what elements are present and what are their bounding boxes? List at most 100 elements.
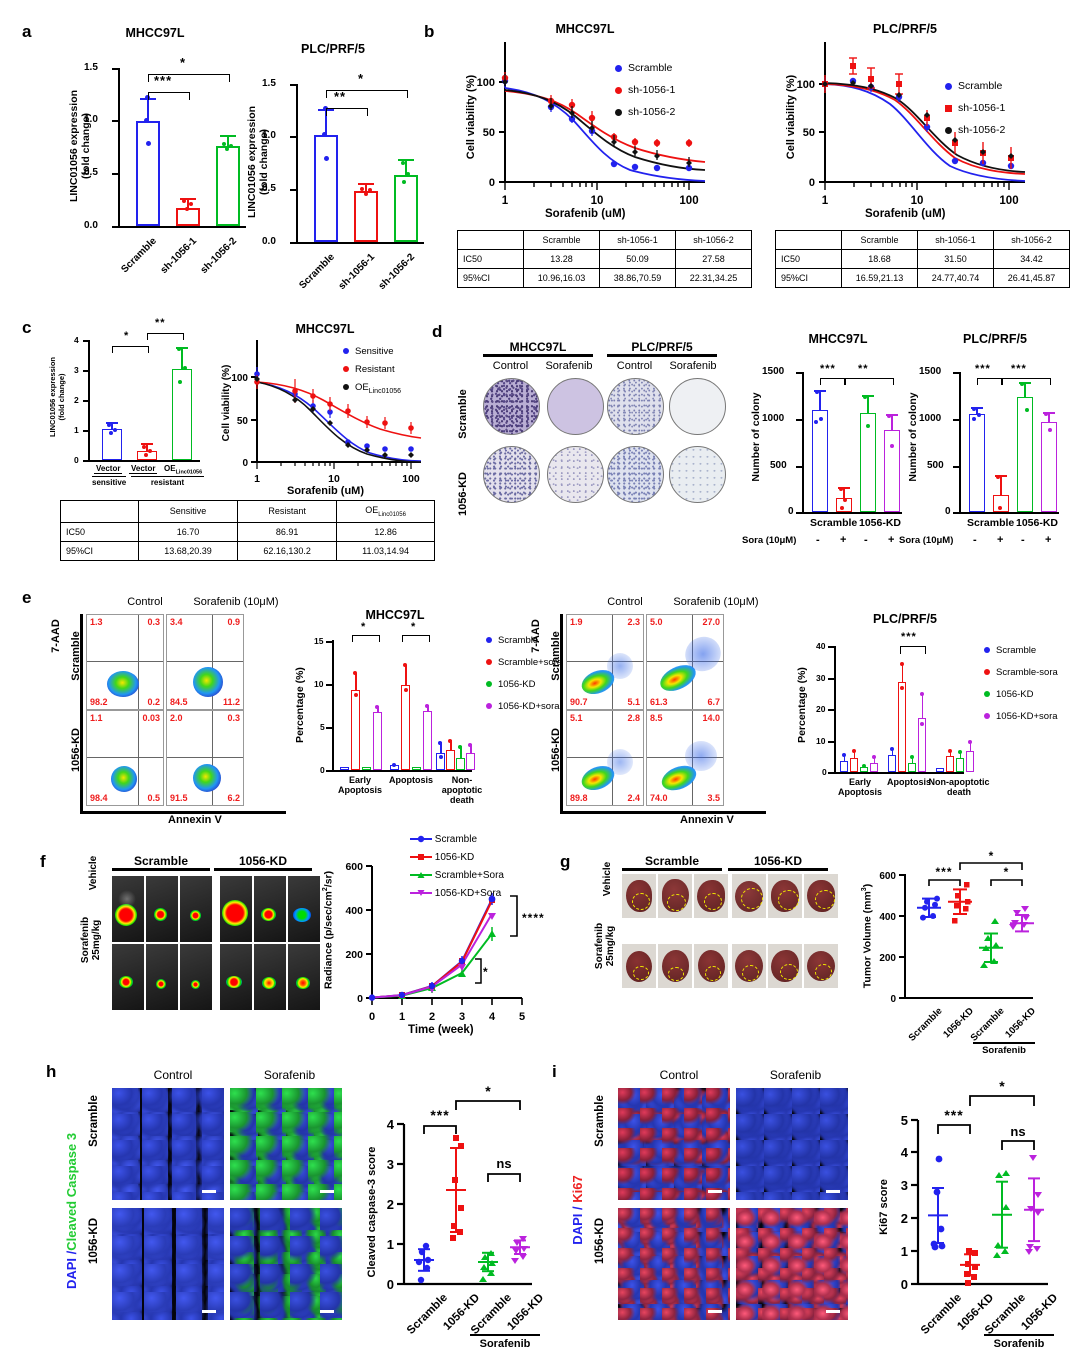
svg-text:3: 3 [387, 1157, 394, 1172]
panel-i-images: Control Sorafenib DAPI / Ki67 Scramble 1… [566, 1068, 866, 1353]
sig-label: * [180, 55, 187, 70]
legend-marker-icon [410, 872, 432, 879]
ki67-label: Ki67 [570, 1175, 585, 1203]
row-header: 1056-KD [88, 1217, 100, 1265]
panel-c-curve-chart: MHCC97L Cell viability (%) 0 50 100 1 10… [215, 322, 445, 507]
col-header: Control [616, 360, 653, 372]
sig-label: ** [155, 317, 166, 329]
legend-marker-icon [486, 659, 492, 666]
x-tick-label: 1056-KD [1015, 517, 1059, 529]
legend-marker-icon [984, 713, 990, 720]
svg-text:*: * [485, 1083, 491, 1099]
x-axis-label: Annexin V [680, 814, 734, 826]
panel-c-table: Sensitive Resistant OELinc01056 IC50 16.70 8… [60, 500, 435, 561]
tumor-image [658, 874, 692, 918]
svg-text:0: 0 [890, 994, 896, 1005]
panel-f-chart: Radiance (p/sec/cm2/sr) 0 200 400 600 0 … [320, 834, 570, 1046]
flow-plot: 1.1 0.03 98.4 0.5 [86, 710, 164, 806]
sig-label: * [411, 621, 417, 633]
svg-text:0: 0 [489, 177, 495, 189]
x-axis-label: Sorafenib (uM) [545, 208, 626, 220]
microscopy-image [112, 1088, 224, 1200]
panel-i-chart: Ki67 score 0 1 2 3 4 5 [878, 1062, 1060, 1352]
x-tick-label: Vector [129, 464, 158, 474]
group-label: Sorafenib [470, 1334, 540, 1350]
svg-text:0: 0 [901, 1277, 908, 1292]
legend-item: sh-1056-1 [615, 84, 675, 96]
row-header: Scramble [88, 1095, 100, 1147]
table-row: IC50 16.70 86.91 12.86 [60, 521, 435, 542]
svg-text:10: 10 [328, 473, 340, 485]
svg-text:***: *** [430, 1107, 449, 1123]
sig-label: *** [1011, 363, 1027, 375]
colony-well [607, 446, 664, 503]
colony-well [547, 446, 604, 503]
col-header: Sorafenib [263, 1068, 316, 1082]
panel-b-table-2: Scramble sh-1056-1 sh-1056-2 IC50 18.68 31.5… [775, 230, 1070, 288]
panel-g-chart: Tumor Volume (mm3) 0 200 400 600 [855, 846, 1055, 1056]
x-axis-label: Sorafenib (uM) [287, 485, 364, 497]
svg-text:2: 2 [429, 1011, 435, 1023]
colony-well [483, 446, 540, 503]
legend-item: 1056-KD [410, 852, 474, 863]
svg-text:3: 3 [459, 1011, 465, 1023]
svg-text:5: 5 [901, 1113, 908, 1128]
col-header: Control [607, 596, 643, 608]
flow-plot: 5.1 2.8 89.8 2.4 [566, 710, 644, 806]
group-label: sensitive [92, 476, 127, 487]
bli-image [180, 876, 212, 942]
panel-letter-b: b [424, 22, 435, 41]
legend-item: OELinc01056 [343, 382, 401, 395]
group-label: resistant [131, 476, 204, 487]
legend-item: Scramble-sora [984, 667, 1058, 678]
group-header: Scramble [622, 854, 722, 871]
legend-marker-icon [486, 703, 492, 710]
x-tick-label: sh-1056-1 [158, 235, 199, 277]
panel-letter-e: e [22, 588, 32, 607]
microscopy-image [112, 1208, 224, 1320]
svg-text:1: 1 [901, 1244, 908, 1259]
x-axis-label: Sorafenib (uM) [865, 208, 946, 220]
oe-header: OELinc01056 [336, 500, 435, 523]
panel-letter-d: d [432, 322, 443, 341]
svg-text:*: * [989, 849, 994, 863]
x-tick-label: sh-1056-1 [336, 251, 377, 293]
bli-image [220, 876, 252, 942]
microscopy-image [736, 1088, 848, 1200]
panel-b-chart-2: PLC/PRF/5 Cell viability (%) 0 50 100 1 … [775, 22, 1065, 222]
legend-item: Scramble [615, 62, 672, 74]
colony-well [547, 378, 604, 435]
microscopy-image [230, 1088, 342, 1200]
tumor-image [804, 944, 838, 988]
panel-letter-a: a [22, 22, 32, 41]
sora-label: Sora (10μM) [742, 535, 797, 546]
panel-c-bar-chart: LINC01056 expression (fold change) 0 1 2 … [48, 317, 204, 487]
legend-marker-icon [945, 82, 952, 90]
legend-item: Scramble [410, 834, 477, 845]
legend-marker-icon [984, 647, 990, 654]
chart-title: MHCC97L [555, 22, 615, 36]
sig-label: *** [975, 363, 991, 375]
chart-title: MHCC97L [295, 322, 355, 336]
group-label: Sorafenib [973, 1042, 1035, 1056]
x-tick-label: Scramble [119, 235, 159, 276]
col-header: Control [153, 1068, 193, 1082]
panel-d-chart-2: PLC/PRF/5 Number of colony 0 500 1000 15… [899, 332, 1075, 577]
svg-text:100: 100 [679, 195, 698, 207]
svg-text:0: 0 [357, 993, 363, 1005]
bli-image [254, 944, 286, 1010]
tumor-image [768, 944, 802, 988]
legend-item: 1056-KD [984, 689, 1034, 700]
bli-image [146, 944, 178, 1010]
group-header: Scramble [112, 854, 210, 871]
chart-title: MHCC97L [125, 26, 185, 40]
bli-image [146, 876, 178, 942]
row-header: 1056-KD [594, 1217, 606, 1265]
svg-text:50: 50 [483, 127, 495, 139]
svg-text:1: 1 [822, 195, 829, 207]
colony-well [483, 378, 540, 435]
x-axis-label: Annexin V [168, 814, 222, 826]
svg-text:100: 100 [402, 473, 420, 485]
svg-text:100: 100 [477, 77, 495, 89]
